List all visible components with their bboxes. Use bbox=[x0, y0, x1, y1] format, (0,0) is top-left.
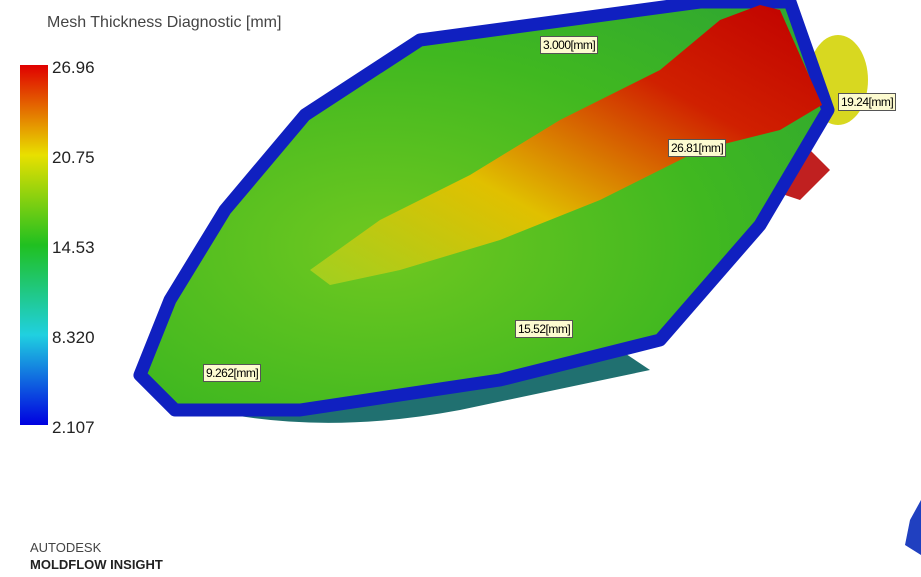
brand: AUTODESK bbox=[30, 540, 101, 555]
scale-tick-label: 2.107 bbox=[52, 418, 95, 438]
probe-label: 26.81[mm] bbox=[668, 139, 726, 157]
probe-label: 3.000[mm] bbox=[540, 36, 598, 54]
product: MOLDFLOW INSIGHT bbox=[30, 557, 163, 572]
probe-label: 19.24[mm] bbox=[838, 93, 896, 111]
page: Mesh Thickness Diagnostic [mm] 26.96 20.7… bbox=[0, 0, 921, 577]
color-scale bbox=[20, 65, 48, 425]
scale-tick-label: 8.320 bbox=[52, 328, 95, 348]
viewport bbox=[0, 0, 921, 577]
probe-label: 15.52[mm] bbox=[515, 320, 573, 338]
legend-title: Mesh Thickness Diagnostic [mm] bbox=[47, 14, 281, 32]
scale-tick-label: 14.53 bbox=[52, 238, 95, 258]
scale-tick-label: 20.75 bbox=[52, 148, 95, 168]
axis-triad bbox=[905, 500, 921, 555]
scale-tick-label: 26.96 bbox=[52, 58, 95, 78]
probe-label: 9.262[mm] bbox=[203, 364, 261, 382]
